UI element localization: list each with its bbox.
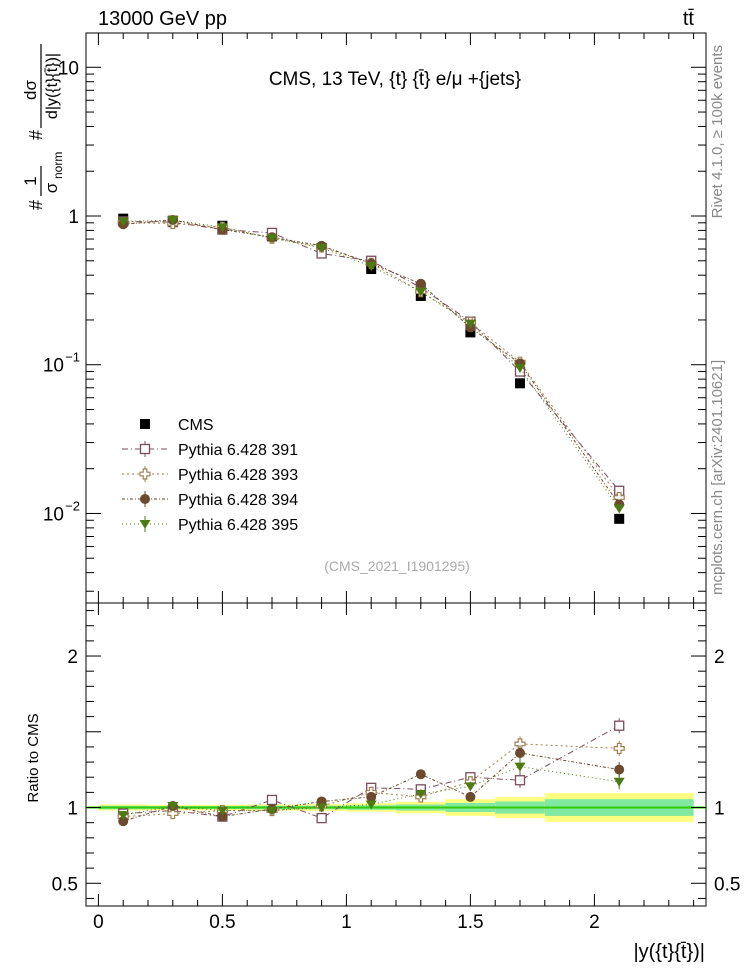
ratio-point — [366, 791, 377, 802]
ratio-point — [216, 806, 228, 816]
mc-point — [415, 287, 427, 297]
ratio-point — [515, 747, 525, 758]
mc-point — [216, 223, 228, 233]
y-tick-label: 1 — [68, 207, 79, 228]
svg-text:σ: σ — [42, 182, 61, 193]
legend-label: CMS — [178, 417, 214, 434]
legend-marker — [140, 494, 150, 504]
ratio-point — [365, 800, 377, 810]
x-axis-label: |y({t}{t̄})| — [633, 941, 705, 963]
mc-point — [464, 319, 476, 329]
legend-label: Pythia 6.428 395 — [178, 517, 298, 534]
main-ylabel: # 1 σ norm # dσ d|y({t}{t̄})| — [21, 44, 65, 210]
legend: CMS Pythia 6.428 391 Pythia 6.428 393 Pythi… — [122, 417, 298, 534]
ratio-point — [614, 764, 625, 775]
ratio-point — [217, 811, 228, 822]
y-tick-label: 10 — [58, 58, 79, 79]
legend-marker — [140, 419, 150, 429]
ratio-point — [415, 789, 427, 799]
mc-point — [613, 504, 625, 514]
ratio-line — [123, 725, 620, 819]
legend-label: Pythia 6.428 394 — [178, 492, 298, 509]
ratio-point — [118, 816, 129, 827]
ratio-point — [514, 762, 526, 772]
legend-label: Pythia 6.428 391 — [178, 442, 298, 459]
ratio-point — [613, 742, 625, 755]
main-series — [117, 213, 625, 524]
ratio-point — [167, 802, 179, 812]
legend-label: Pythia 6.428 393 — [178, 467, 298, 484]
ratio-point — [464, 782, 476, 792]
ratio-line — [123, 766, 620, 816]
mc-point — [365, 262, 377, 272]
ratio-ylabel: Ratio to CMS — [25, 713, 42, 802]
mc-point — [415, 278, 426, 289]
y-tick-label: 10 — [43, 504, 64, 525]
svg-text:norm: norm — [51, 152, 65, 179]
legend-marker — [139, 468, 151, 480]
y-tick-label: 0.5 — [52, 874, 78, 895]
ratio-point — [266, 806, 278, 816]
ratio-point — [415, 769, 426, 780]
y-tick-label-exp: −1 — [65, 350, 80, 365]
ratio-point — [514, 775, 526, 786]
series-line — [123, 222, 620, 498]
ratio-point — [614, 720, 625, 731]
process-label: tt̄ — [683, 8, 695, 30]
x-tick-label: 0 — [93, 912, 104, 933]
mc-point — [613, 491, 625, 504]
ratio-point — [316, 812, 327, 824]
plot-title: CMS, 13 TeV, {t} {t̄} e/μ +{jets} — [269, 69, 521, 90]
series-line — [123, 220, 620, 492]
y-tick-label-exp: −2 — [65, 498, 80, 513]
ratio-point — [266, 794, 278, 806]
svg-text:dσ: dσ — [21, 80, 40, 100]
svg-text:d|y({t}{t̄})|: d|y({t}{t̄})| — [44, 53, 61, 119]
energy-label: 13000 GeV pp — [98, 8, 227, 30]
y-tick-label-right: 1 — [714, 799, 725, 820]
svg-text:1: 1 — [21, 176, 40, 185]
y-tick-label: 1 — [67, 799, 78, 820]
ratio-line — [123, 752, 620, 822]
ratio-point — [613, 777, 625, 787]
y-tick-label-right: 2 — [714, 647, 725, 668]
ratio-axes: 0 0.5 1 1.5 2 0.5 0.5 1 1 2 2 — [52, 603, 740, 933]
analysis-watermark: (CMS_2021_I1901295) — [324, 558, 470, 574]
x-tick-label: 1 — [341, 912, 352, 933]
ratio-series — [117, 718, 625, 827]
ratio-point — [465, 791, 476, 802]
x-tick-label: 2 — [589, 912, 600, 933]
ratio-point — [316, 803, 328, 813]
cms-point — [515, 378, 525, 389]
ratio-plot-frame — [85, 602, 707, 907]
ratio-point — [514, 738, 526, 750]
mc-point — [117, 217, 129, 227]
x-tick-label: 0.5 — [209, 912, 235, 933]
y-tick-label-right: 0.5 — [714, 874, 740, 895]
ratio-point — [117, 811, 129, 821]
legend-marker — [139, 520, 151, 529]
mc-point — [316, 243, 328, 253]
svg-text:#: # — [26, 200, 46, 210]
legend-marker — [139, 443, 151, 455]
cms-point — [614, 513, 625, 524]
y-tick-label: 10 — [43, 356, 64, 377]
rivet-label: Rivet 4.1.0, ≥ 100k events — [709, 45, 726, 218]
y-tick-label: 2 — [67, 647, 78, 668]
mc-point — [266, 234, 278, 244]
mc-point — [167, 215, 179, 225]
mc-point — [514, 364, 526, 374]
svg-text:#: # — [26, 130, 46, 140]
x-tick-label: 1.5 — [457, 912, 483, 933]
mcplots-label: mcplots.cern.ch [arXiv:2401.10621] — [709, 360, 726, 595]
